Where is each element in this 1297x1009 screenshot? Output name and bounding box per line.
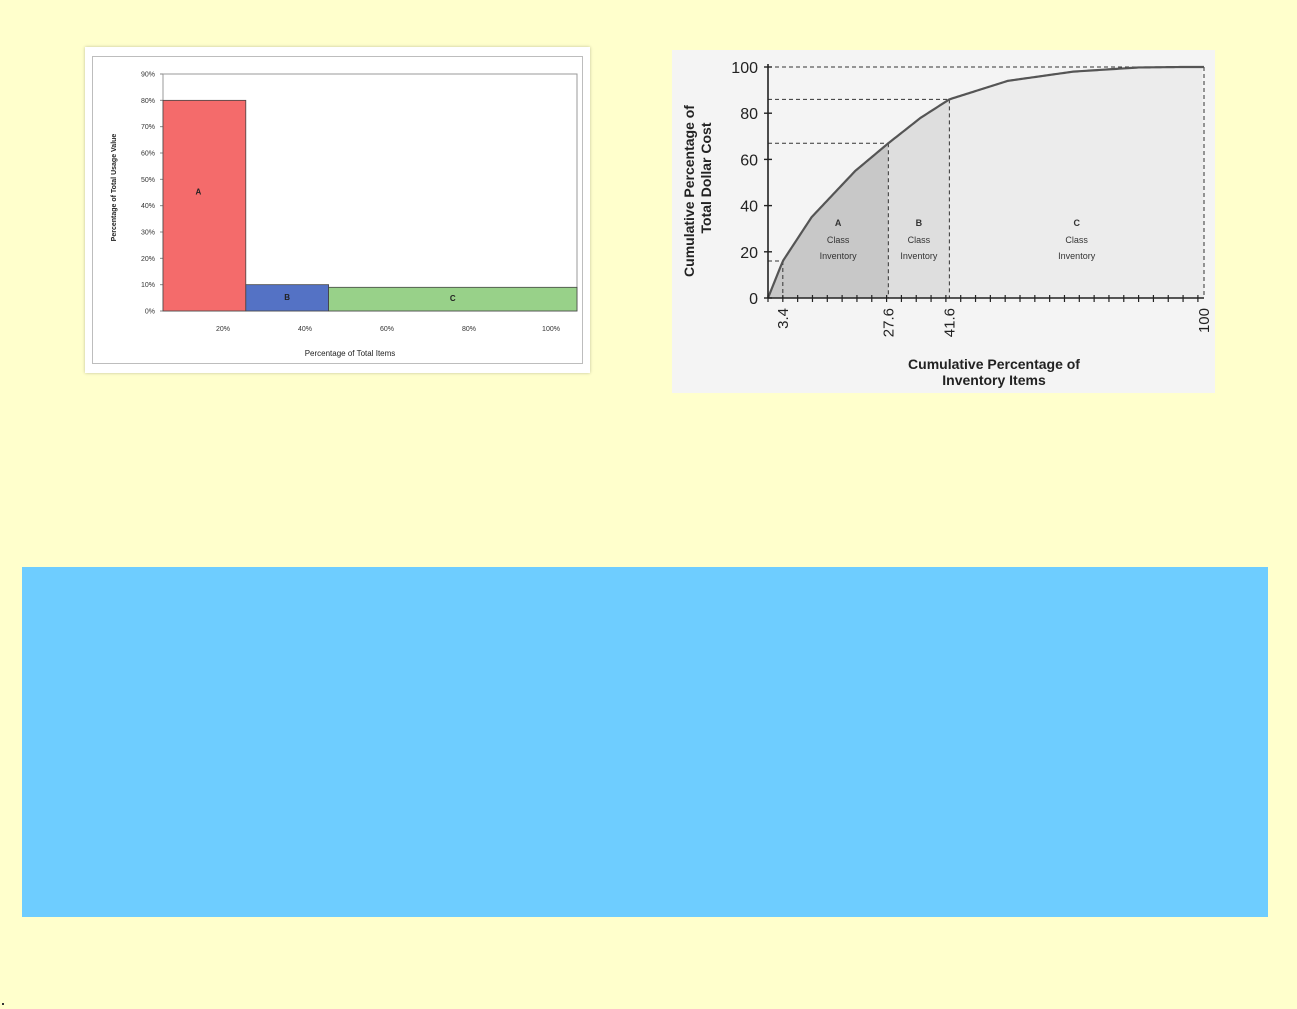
x-tick-label: 3.4 (775, 308, 792, 329)
y-tick-label: 80% (141, 98, 155, 105)
x-axis-label-line1: Cumulative Percentage of (908, 356, 1080, 372)
y-tick-label: 0 (749, 291, 758, 308)
y-tick-label: 60 (740, 152, 758, 169)
blue-content-band (22, 567, 1268, 917)
bar-c (328, 286, 578, 312)
bar-label-a: A (196, 187, 202, 196)
x-axis-label: Percentage of Total Items (305, 349, 396, 358)
y-tick-label: 90% (141, 72, 155, 79)
y-tick-label: 40% (141, 203, 155, 210)
bar-b (245, 284, 330, 312)
abc-curve-chart: 0 20 40 60 80 100 3.4 27.6 41.6 100 A Class Inventor… (681, 60, 1213, 388)
y-axis-label: Percentage of Total Usage Value (111, 134, 118, 242)
region-inventory-a: Inventory (820, 251, 858, 261)
region-fill-b (888, 99, 950, 298)
abc-bar-chart-panel: 0% 10% 20% 30% 40% 50% 60% 70% 80% 90% A B C 20% 40% 60… (85, 47, 590, 373)
bar-a (162, 99, 247, 312)
corner-dot (2, 1003, 4, 1005)
y-tick-label: 0% (145, 309, 155, 316)
y-tick-label: 50% (141, 177, 155, 184)
cumulative-curve (766, 65, 1204, 299)
region-title-a: A (835, 218, 842, 228)
region-class-b: Class (908, 235, 931, 245)
region-title-b: B (916, 218, 923, 228)
bar-label-b: B (284, 293, 290, 302)
y-tick-label: 10% (141, 282, 155, 289)
y-tick-label: 40 (740, 199, 758, 216)
region-class-a: Class (827, 235, 850, 245)
x-tick-label: 60% (380, 326, 394, 333)
x-tick-label: 100% (542, 326, 560, 333)
x-tick-label: 100 (1196, 308, 1213, 333)
x-tick-label: 41.6 (941, 308, 958, 337)
abc-bar-chart: 0% 10% 20% 30% 40% 50% 60% 70% 80% 90% A B C 20% 40% 60… (111, 72, 578, 358)
y-tick-label: 30% (141, 230, 155, 237)
region-fill-c (949, 67, 1204, 298)
y-tick-label: 20 (740, 245, 758, 262)
y-axis-label-line1: Cumulative Percentage of (681, 105, 697, 277)
y-tick-label: 20% (141, 256, 155, 263)
y-tick-label: 60% (141, 151, 155, 158)
x-tick-label: 20% (216, 326, 230, 333)
region-inventory-c: Inventory (1058, 251, 1096, 261)
y-tick-label: 100 (731, 60, 758, 77)
y-tick-label: 80 (740, 106, 758, 123)
abc-curve-chart-panel: 0 20 40 60 80 100 3.4 27.6 41.6 100 A Class Inventor… (672, 50, 1215, 393)
x-tick-label: 40% (298, 326, 312, 333)
region-title-c: C (1073, 218, 1080, 228)
x-tick-label: 80% (462, 326, 476, 333)
y-tick-label: 70% (141, 124, 155, 131)
bar-label-c: C (450, 294, 456, 303)
x-axis-label-line2: Inventory Items (942, 372, 1046, 388)
y-axis-label-line2: Total Dollar Cost (698, 122, 714, 233)
region-class-c: Class (1065, 235, 1088, 245)
x-tick-label: 27.6 (880, 308, 897, 337)
region-fill-a (768, 143, 889, 298)
region-inventory-b: Inventory (900, 251, 938, 261)
